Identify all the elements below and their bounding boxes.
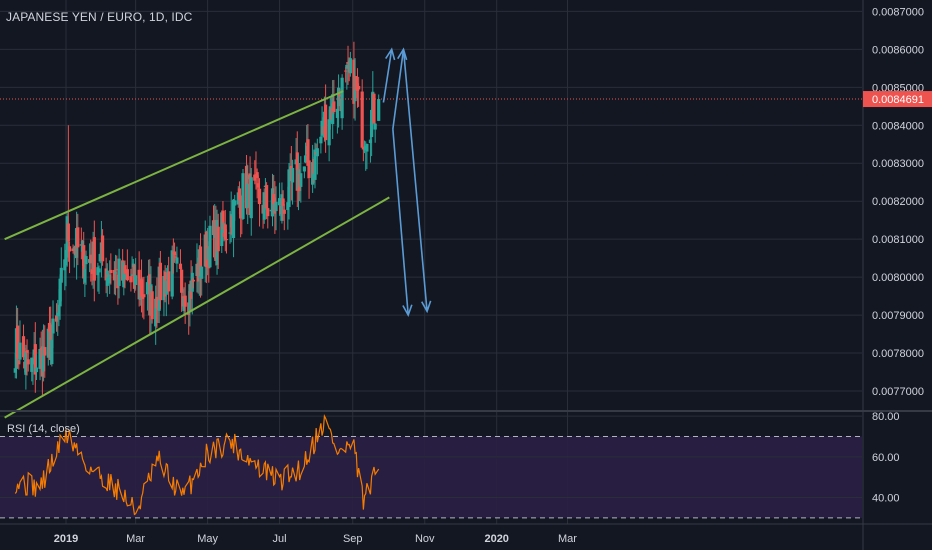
price-tick-label: 0.0083000 [872, 158, 924, 170]
candle-body[interactable] [307, 160, 310, 178]
candle-body[interactable] [265, 185, 268, 208]
candle-body[interactable] [217, 227, 220, 251]
candle-body[interactable] [68, 246, 71, 251]
price-tick-label: 0.0077000 [872, 386, 924, 398]
candle-body[interactable] [43, 347, 46, 356]
candle-body[interactable] [374, 124, 377, 130]
candle-body[interactable] [357, 86, 360, 89]
candle-body[interactable] [332, 101, 335, 112]
candle-body[interactable] [126, 269, 129, 280]
candle-body[interactable] [377, 99, 380, 121]
price-tick-label: 0.0078000 [872, 348, 924, 360]
x-tick-label: 2020 [484, 533, 508, 545]
candle-body[interactable] [250, 177, 253, 218]
candle-body[interactable] [192, 280, 195, 282]
x-tick-label: 2019 [54, 533, 78, 545]
x-tick-label: Sep [343, 533, 363, 545]
x-tick-label: May [197, 533, 218, 545]
x-tick-label: Jul [273, 533, 287, 545]
candle-body[interactable] [97, 268, 100, 272]
candle-body[interactable] [159, 263, 162, 300]
candle-body[interactable] [266, 208, 269, 216]
candle-body[interactable] [129, 276, 132, 282]
price-tick-label: 0.0082000 [872, 196, 924, 208]
candle-body[interactable] [118, 259, 121, 286]
candle-body[interactable] [51, 319, 54, 334]
price-tick-label: 0.0079000 [872, 310, 924, 322]
rsi-indicator-label[interactable]: RSI (14, close) [7, 423, 80, 435]
candle-body[interactable] [303, 166, 306, 171]
candle-body[interactable] [184, 296, 187, 307]
candle-body[interactable] [101, 235, 104, 261]
candle-body[interactable] [175, 257, 178, 263]
candle-body[interactable] [372, 94, 375, 124]
rsi-tick-label: 60.00 [872, 452, 900, 464]
candle-body[interactable] [18, 343, 21, 360]
candle-body[interactable] [233, 200, 236, 205]
candle-body[interactable] [324, 105, 327, 141]
candle-body[interactable] [299, 173, 302, 187]
candle-body[interactable] [27, 359, 30, 364]
candle-body[interactable] [225, 239, 228, 240]
price-tick-label: 0.0084000 [872, 120, 924, 132]
rsi-tick-label: 80.00 [872, 411, 900, 423]
candle-body[interactable] [341, 78, 344, 118]
candle-body[interactable] [365, 144, 368, 152]
candle-body[interactable] [283, 210, 286, 214]
candle-body[interactable] [93, 237, 96, 281]
candle-body[interactable] [316, 148, 319, 156]
candle-body[interactable] [151, 291, 154, 319]
candle-body[interactable] [134, 275, 137, 285]
x-tick-label: Mar [558, 533, 577, 545]
candle-body[interactable] [60, 268, 63, 283]
candle-body[interactable] [167, 271, 170, 291]
candle-body[interactable] [274, 202, 277, 211]
candle-body[interactable] [208, 226, 211, 268]
symbol-title: JAPANESE YEN / EURO, 1D, IDC [6, 10, 192, 24]
candle-body[interactable] [142, 294, 145, 297]
candle-body[interactable] [291, 168, 294, 182]
candle-body[interactable] [200, 267, 203, 279]
price-tick-label: 0.0087000 [872, 6, 924, 18]
candle-body[interactable] [241, 173, 244, 219]
candle-body[interactable] [67, 223, 70, 241]
candle-body[interactable] [349, 58, 352, 73]
price-tick-label: 0.0081000 [872, 234, 924, 246]
candle-body[interactable] [35, 367, 38, 372]
price-tick-label: 0.0086000 [872, 44, 924, 56]
candle-body[interactable] [361, 92, 364, 148]
rsi-tick-label: 40.00 [872, 493, 900, 505]
candle-body[interactable] [84, 256, 87, 264]
candle-body[interactable] [76, 227, 79, 247]
price-tick-label: 0.0080000 [872, 272, 924, 284]
candle-body[interactable] [258, 189, 261, 204]
x-tick-label: Nov [415, 533, 435, 545]
x-tick-label: Mar [126, 533, 145, 545]
last-price-label: 0.0084691 [872, 94, 924, 106]
candle-body[interactable] [109, 270, 112, 273]
